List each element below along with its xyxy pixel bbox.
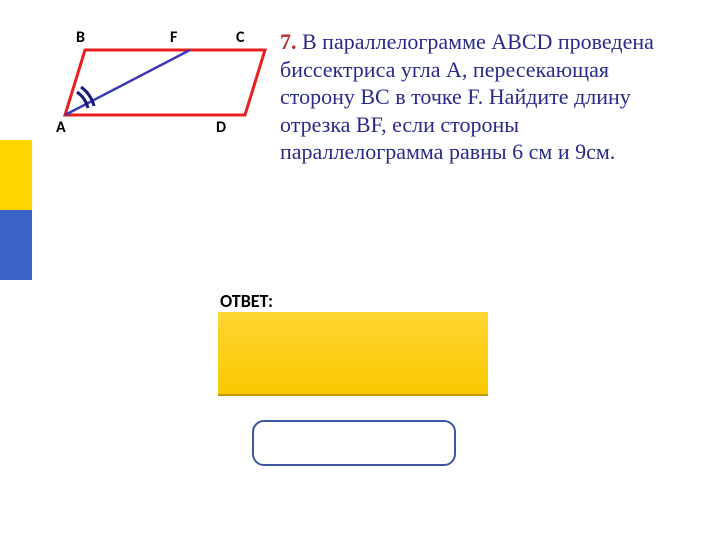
label-F: F	[170, 28, 177, 47]
problem-number: 7.	[280, 29, 297, 54]
hint-box[interactable]	[252, 420, 456, 466]
label-D: D	[216, 118, 226, 137]
problem-text-block: 7. В параллелограмме ABCD проведена бисс…	[280, 28, 680, 166]
side-strip	[0, 140, 32, 280]
side-strip-blue	[0, 210, 32, 280]
answer-label: ОТВЕТ:	[220, 290, 273, 312]
side-strip-yellow	[0, 140, 32, 210]
problem-text: В параллелограмме ABCD проведена биссект…	[280, 29, 654, 164]
answer-box[interactable]	[218, 312, 488, 396]
label-A: A	[56, 118, 66, 137]
parallelogram-diagram: B F C A D	[40, 30, 250, 140]
label-C: C	[236, 28, 244, 47]
bisector-line	[65, 50, 190, 115]
label-B: B	[76, 28, 85, 47]
